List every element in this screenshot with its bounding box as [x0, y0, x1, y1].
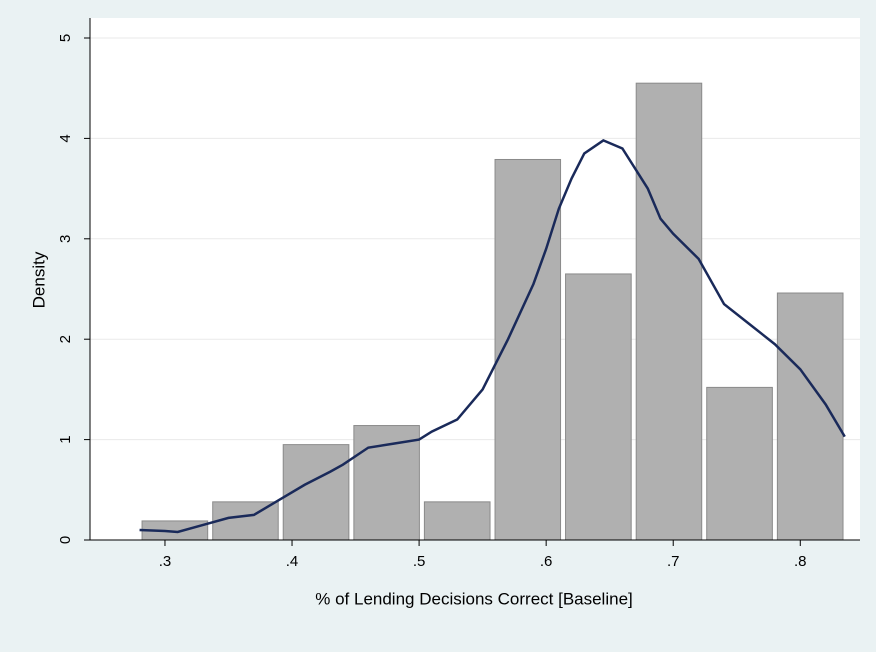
y-axis-label: Density [29, 251, 48, 308]
y-tick-label: 5 [57, 34, 74, 42]
y-tick-label: 4 [57, 134, 74, 142]
x-tick-label: .6 [540, 553, 553, 570]
bar [423, 501, 491, 541]
x-tick-label: .3 [159, 553, 172, 570]
bar [706, 386, 773, 541]
bar [635, 82, 703, 541]
y-tick-label: 1 [57, 435, 74, 443]
y-tick-label: 2 [57, 335, 74, 343]
x-tick-label: .8 [794, 553, 807, 570]
x-tick-label: .7 [667, 553, 680, 570]
density-line [139, 138, 846, 534]
x-tick-label: .5 [413, 553, 426, 570]
bar [494, 158, 562, 541]
x-tick-label: .4 [286, 553, 299, 570]
y-tick-label: 3 [57, 235, 74, 243]
y-tick-label: 0 [57, 536, 74, 544]
x-axis-label: % of Lending Decisions Correct [Baseline… [315, 589, 633, 608]
bar [565, 273, 632, 541]
bar [353, 425, 420, 541]
